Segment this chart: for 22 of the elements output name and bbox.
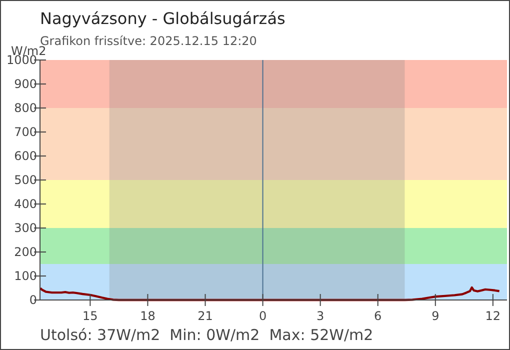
text: Utolsó: 37W/m2 Min: 0W/m2 Max: 52W/m2 [40,326,374,344]
y-tick-label: 200 [14,245,37,260]
y-tick-label: 800 [14,101,37,116]
y-tick-label: 900 [14,77,37,92]
x-tick-label: 18 [140,309,156,323]
y-tick-label: 700 [14,125,37,140]
x-tick-label: 15 [82,309,98,323]
y-tick-label: 600 [14,149,37,164]
y-tick-label: 400 [14,197,37,212]
x-tick-label: 9 [432,309,440,323]
line-series [39,286,500,302]
y-tick-label: 300 [14,221,37,236]
y-tick-label: 100 [14,269,37,284]
y-axis-title: W/m2 [11,44,46,58]
x-tick-label: 6 [374,309,382,323]
x-tick-label: 0 [258,309,267,323]
x-tick-label: 21 [198,309,213,323]
x-tick-label: 3 [316,309,324,323]
y-tick-label: 500 [14,173,37,188]
y-tick-label: 0 [29,293,37,308]
x-tick-label: 12 [485,309,501,323]
chart-title: Nagyvázsony - Globálsugárzás [40,9,286,28]
